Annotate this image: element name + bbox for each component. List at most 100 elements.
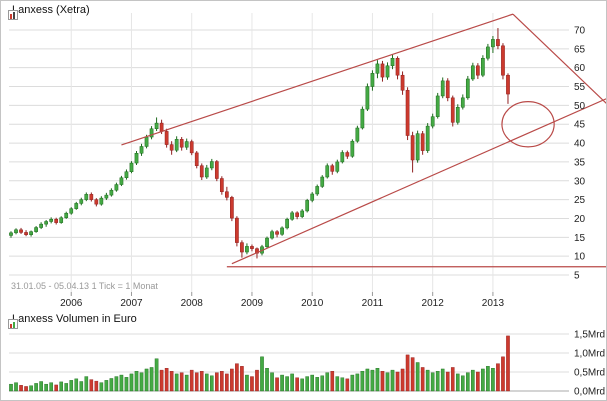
candle-body	[144, 136, 149, 147]
price-grid	[9, 13, 569, 296]
candle-body	[179, 139, 184, 148]
volume-bar	[159, 369, 164, 392]
lower-trendline	[231, 98, 606, 265]
candle-body	[481, 57, 485, 76]
candle-body	[19, 229, 23, 233]
candle-body	[270, 231, 274, 239]
volume-bar	[39, 381, 43, 392]
candle-body	[390, 57, 395, 67]
volume-bar	[481, 368, 485, 392]
volume-bar	[24, 386, 28, 392]
volume-bar	[79, 381, 84, 392]
price-chart-title: Lanxess (Xetra)	[12, 4, 90, 16]
candle-body	[370, 73, 375, 87]
price-tick-label: 15	[574, 233, 586, 244]
volume-bar	[99, 382, 104, 392]
volume-bar	[290, 373, 294, 392]
candle-body	[64, 212, 69, 218]
price-chart-header: Lanxess (Xetra)	[8, 4, 90, 20]
price-tick-label: 45	[574, 120, 586, 131]
candle-body	[470, 65, 475, 80]
candle-body	[149, 128, 154, 138]
volume-bar	[59, 381, 63, 392]
candle-body	[14, 229, 18, 234]
candle-body	[240, 242, 244, 253]
volume-bar	[84, 376, 89, 392]
year-label: 2010	[301, 298, 324, 309]
candle-body	[435, 95, 440, 117]
candle-body	[445, 80, 450, 99]
volume-bar	[365, 368, 370, 392]
candle-body	[194, 152, 199, 166]
volume-bar	[466, 372, 470, 392]
volume-bar	[215, 372, 219, 392]
candle-body	[340, 152, 345, 163]
volume-bar	[129, 373, 134, 392]
volume-bar	[440, 368, 445, 392]
price-tick-label: 70	[574, 25, 586, 36]
volume-bar	[400, 368, 405, 392]
candle-body	[460, 97, 465, 108]
price-tick-label: 30	[574, 176, 586, 187]
candle-body	[430, 116, 435, 127]
volume-bar	[476, 371, 480, 392]
candle-body	[134, 153, 139, 164]
volume-bar	[315, 377, 320, 392]
volume-bar	[285, 376, 289, 392]
price-tick-label: 60	[574, 63, 586, 74]
volume-bar	[395, 371, 400, 392]
price-tick-label: 5	[574, 271, 580, 282]
year-label: 2013	[482, 298, 505, 309]
volume-tick-label: 0,5Mrd	[574, 368, 605, 379]
volume-bar	[94, 380, 99, 392]
candle-body	[385, 65, 390, 78]
price-tick-label: 20	[574, 214, 586, 225]
candle-body	[89, 194, 94, 200]
candle-body	[235, 217, 239, 243]
candle-body	[189, 141, 194, 154]
volume-axis-labels: 1,5Mrd 1,0Mrd 0,5Mrd 0,0Mrd	[574, 330, 605, 398]
volume-bars	[9, 335, 510, 392]
volume-bar	[164, 368, 169, 392]
volume-bar	[14, 382, 18, 392]
volume-bar	[295, 377, 299, 392]
candle-body	[114, 184, 119, 191]
candle-body	[375, 63, 380, 74]
candle-body	[9, 232, 13, 236]
year-label: 2006	[60, 298, 83, 309]
candle-body	[440, 80, 445, 97]
projection-line	[512, 13, 606, 104]
candle-body	[295, 212, 299, 217]
volume-bar	[335, 376, 340, 392]
volume-bar	[385, 372, 390, 392]
volume-bar	[415, 362, 420, 392]
volume-bar	[104, 380, 109, 392]
candle-body	[124, 171, 129, 179]
volume-bar	[154, 358, 159, 392]
candle-body	[69, 208, 74, 214]
candle-body	[159, 122, 164, 132]
volume-bar	[114, 376, 119, 392]
volume-bar	[496, 363, 500, 392]
year-label: 2009	[241, 298, 264, 309]
candle-body	[300, 210, 305, 217]
volume-bar	[235, 363, 239, 392]
candle-body	[305, 200, 310, 212]
volume-bar	[310, 374, 315, 392]
candle-body	[214, 161, 219, 179]
price-axis-labels: 70 65 60 55 50 45 40 35 30 25 20 15 10 5 2006 2007 2008 2…	[60, 25, 585, 309]
candle-body	[350, 140, 355, 157]
candle-body	[330, 165, 335, 172]
volume-bar	[124, 377, 129, 392]
volume-bar	[430, 372, 435, 392]
volume-bar	[19, 385, 23, 392]
candle-body	[320, 176, 325, 187]
volume-bar	[89, 379, 94, 392]
candle-body	[355, 127, 360, 142]
candle-body	[39, 223, 43, 228]
candle-body	[265, 237, 269, 248]
volume-bar	[199, 371, 204, 392]
candle-body	[204, 167, 209, 178]
candle-body	[496, 39, 500, 47]
